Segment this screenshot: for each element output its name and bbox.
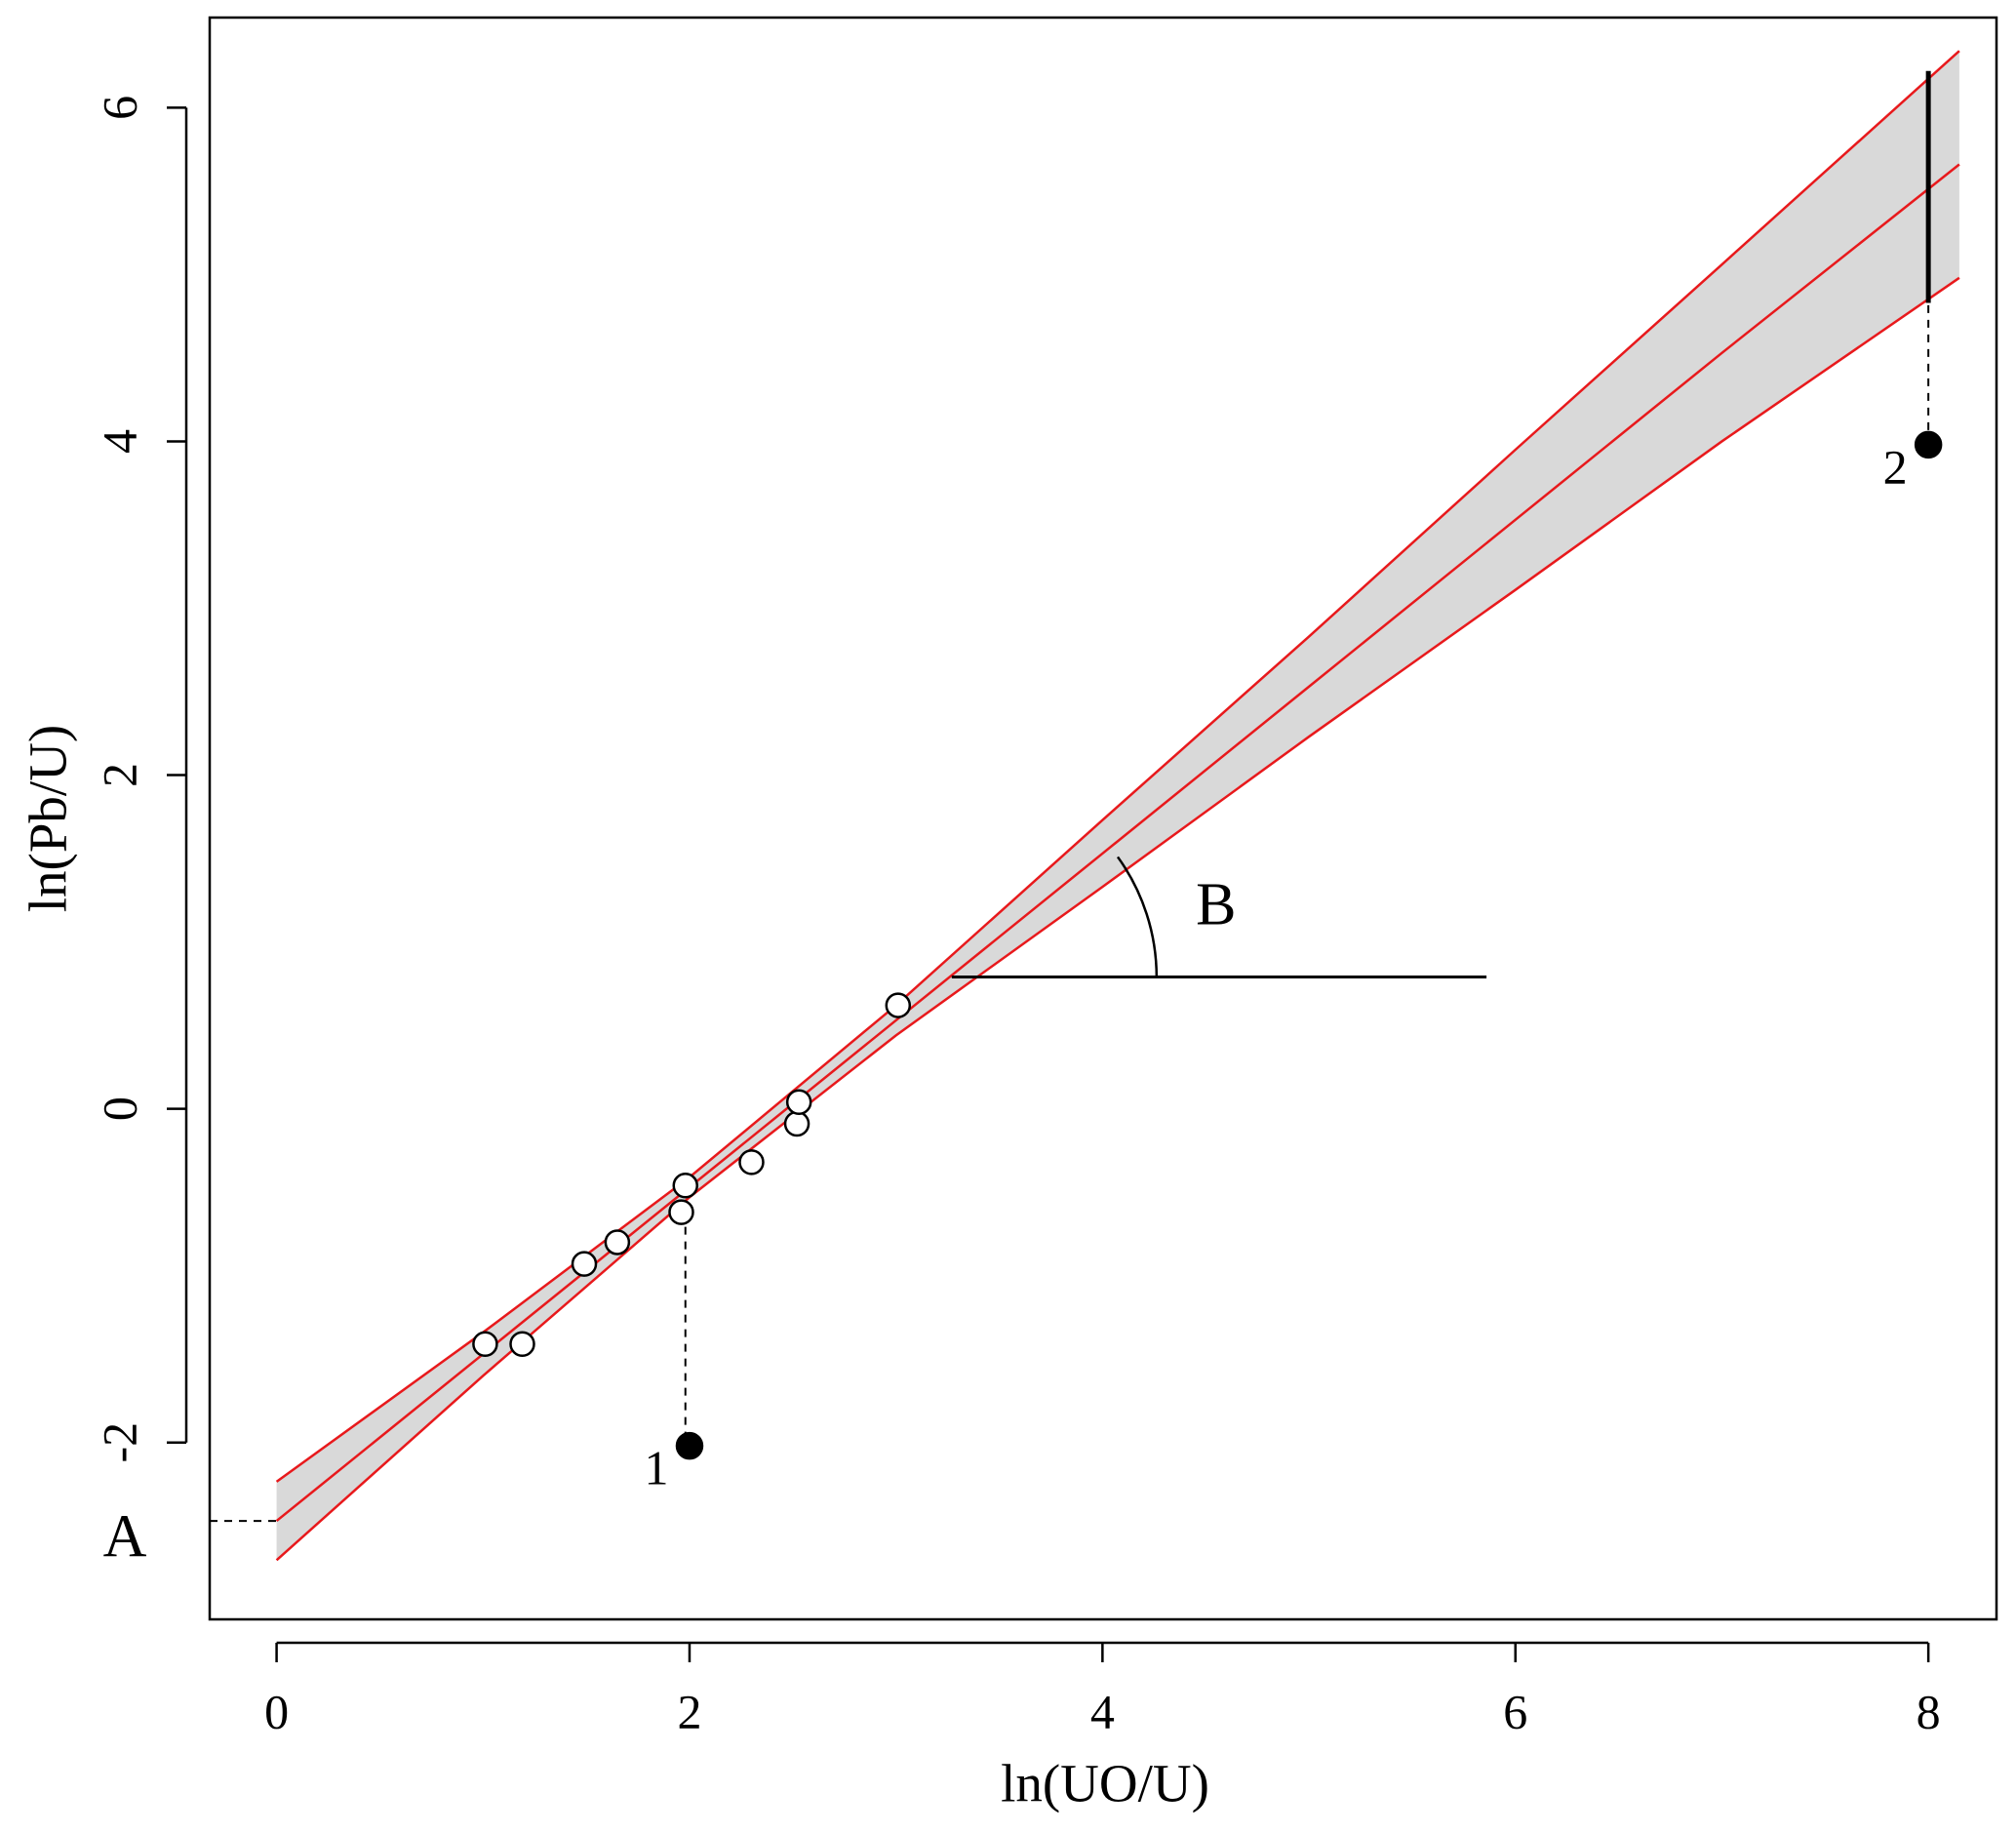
x-tick-label: 8 xyxy=(1917,1684,1941,1738)
fit-line xyxy=(275,163,1960,1523)
x-tick-label: 0 xyxy=(264,1684,289,1738)
y-tick-label: 6 xyxy=(92,96,146,120)
x-axis-title: ln(UO/U) xyxy=(1001,1754,1209,1813)
angle-arc xyxy=(1116,856,1159,977)
y-tick-label: 2 xyxy=(92,763,146,787)
data-point xyxy=(783,1110,810,1137)
point-label: 1 xyxy=(644,1441,668,1495)
y-tick-label: 0 xyxy=(92,1096,146,1121)
data-point xyxy=(738,1149,765,1176)
x-tick-label: 2 xyxy=(677,1684,701,1738)
y-tick-label: -2 xyxy=(92,1422,146,1463)
plot-frame xyxy=(208,16,1998,1621)
data-point xyxy=(785,1089,812,1116)
y-axis-title: ln(Pb/U) xyxy=(19,725,78,913)
y-tick-label: 4 xyxy=(92,429,146,454)
band-line xyxy=(275,276,1960,1562)
annotation-label: B xyxy=(1196,871,1236,937)
data-point xyxy=(675,1431,704,1460)
x-tick-label: 4 xyxy=(1090,1684,1115,1738)
data-point xyxy=(1914,430,1943,459)
data-point xyxy=(604,1229,631,1255)
annotation-label: A xyxy=(103,1503,147,1570)
data-point xyxy=(509,1331,535,1358)
data-point xyxy=(672,1173,698,1199)
band-line xyxy=(275,50,1960,1483)
x-tick-label: 6 xyxy=(1503,1684,1527,1738)
data-point xyxy=(668,1199,694,1225)
point-label: 2 xyxy=(1883,439,1908,494)
data-point xyxy=(472,1331,498,1358)
data-point xyxy=(885,992,912,1018)
data-point xyxy=(571,1251,598,1277)
